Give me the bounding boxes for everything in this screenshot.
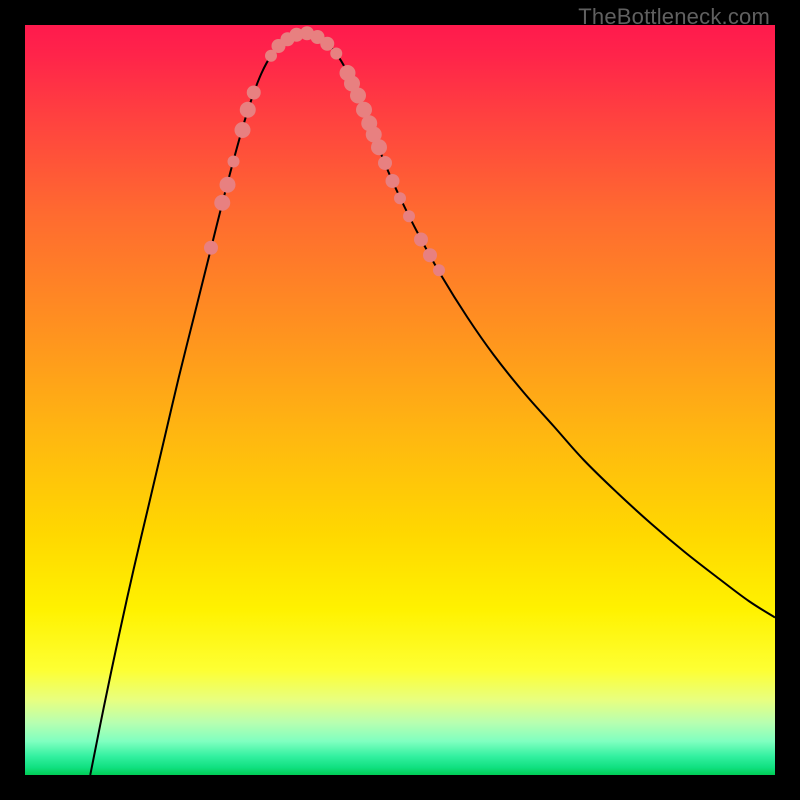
data-marker: [394, 192, 406, 204]
bottleneck-curve-line: [90, 33, 775, 775]
data-marker: [433, 264, 445, 276]
bottleneck-curve-chart: [25, 25, 775, 775]
data-marker: [214, 195, 230, 211]
data-marker: [228, 156, 240, 168]
data-marker: [320, 37, 334, 51]
data-marker: [378, 156, 392, 170]
data-marker: [371, 139, 387, 155]
data-marker: [386, 174, 400, 188]
data-marker: [235, 122, 251, 138]
data-marker: [204, 241, 218, 255]
plot-area: [25, 25, 775, 775]
data-markers-group: [204, 26, 445, 276]
data-marker: [330, 48, 342, 60]
data-marker: [414, 233, 428, 247]
data-marker: [240, 102, 256, 118]
data-marker: [403, 210, 415, 222]
data-marker: [423, 248, 437, 262]
data-marker: [220, 177, 236, 193]
data-marker: [350, 88, 366, 104]
data-marker: [247, 86, 261, 100]
